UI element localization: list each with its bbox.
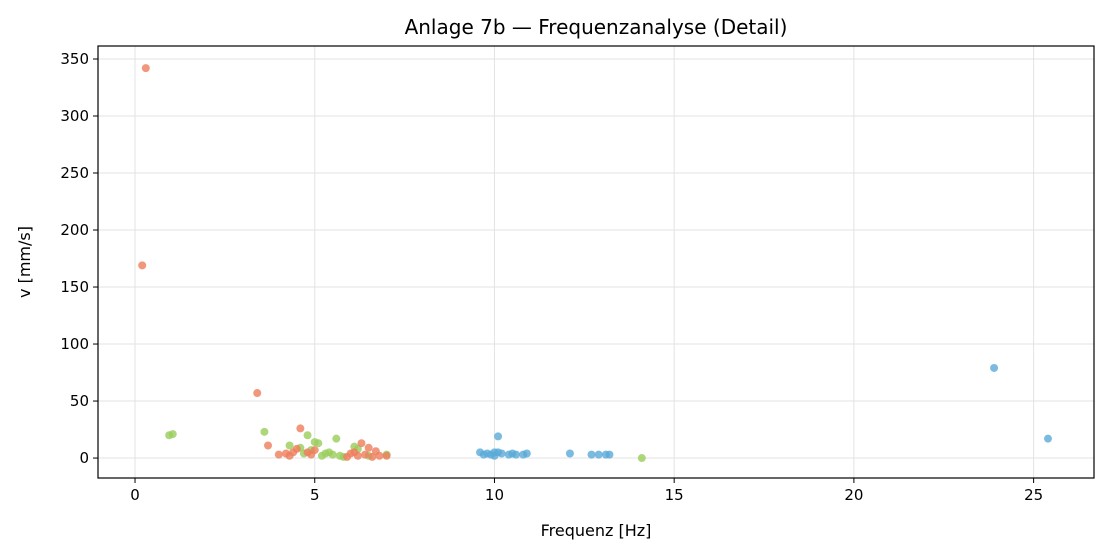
point <box>368 452 377 461</box>
point <box>1043 434 1052 443</box>
point <box>253 389 262 398</box>
point <box>382 451 391 460</box>
point <box>350 448 359 457</box>
x-tick-label: 0 <box>130 486 140 504</box>
point <box>364 443 373 452</box>
point <box>168 430 177 439</box>
point <box>371 447 380 456</box>
x-tick-label: 10 <box>485 486 504 504</box>
point <box>335 451 344 460</box>
x-axis-label: Frequenz [Hz] <box>541 521 652 540</box>
point <box>138 261 147 270</box>
point <box>296 424 305 433</box>
y-tick-label: 0 <box>79 449 89 467</box>
y-tick-label: 200 <box>60 221 89 239</box>
point <box>141 64 150 73</box>
point <box>490 448 499 457</box>
point <box>343 452 352 461</box>
point <box>361 450 370 459</box>
point <box>479 450 488 459</box>
x-tick-label: 15 <box>665 486 684 504</box>
point <box>260 427 269 436</box>
y-tick-label: 100 <box>60 335 89 353</box>
point <box>494 432 503 441</box>
y-tick-label: 50 <box>70 392 89 410</box>
point <box>264 441 273 450</box>
point <box>512 450 521 459</box>
point <box>990 363 999 372</box>
point <box>332 434 341 443</box>
y-tick-label: 150 <box>60 278 89 296</box>
point <box>594 450 603 459</box>
y-tick-label: 250 <box>60 164 89 182</box>
point <box>314 439 323 448</box>
point <box>307 450 316 459</box>
chart-title: Anlage 7b — Frequenzanalyse (Detail) <box>405 15 788 39</box>
point <box>303 431 312 440</box>
point <box>605 450 614 459</box>
y-tick-label: 350 <box>60 50 89 68</box>
point <box>325 448 334 457</box>
point <box>637 454 646 463</box>
point <box>317 451 326 460</box>
point <box>289 448 298 457</box>
point <box>357 439 366 448</box>
point <box>565 449 574 458</box>
x-tick-label: 25 <box>1024 486 1043 504</box>
point <box>285 441 294 450</box>
y-axis-label: v [mm/s] <box>15 226 34 298</box>
point <box>587 450 596 459</box>
point <box>497 449 506 458</box>
plot-frame <box>97 45 1095 479</box>
y-tick-label: 300 <box>60 107 89 125</box>
x-tick-label: 20 <box>844 486 863 504</box>
x-tick-label: 5 <box>310 486 320 504</box>
point <box>274 450 283 459</box>
point <box>522 449 531 458</box>
